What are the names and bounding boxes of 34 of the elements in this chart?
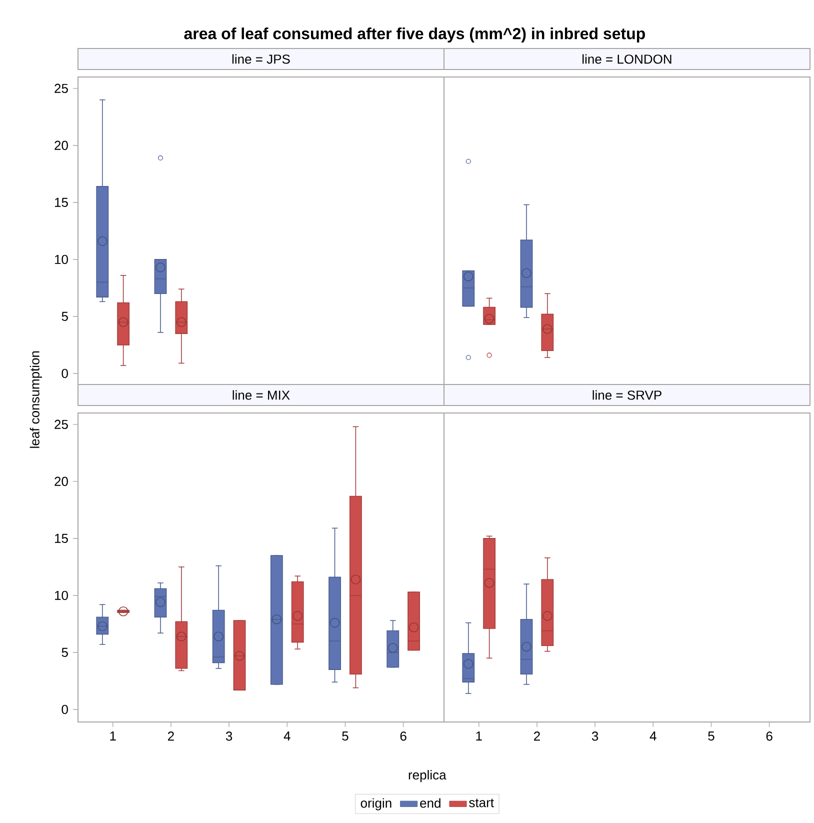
x-tick-label: 2 (168, 732, 174, 741)
x-tick-label: 2 (534, 732, 540, 741)
chart-title: area of leaf consumed after five days (mm^2) in inbred setup (184, 28, 645, 42)
x-tick-label: 5 (342, 732, 348, 741)
y-tick-label: 0 (62, 704, 68, 714)
y-tick-label: 25 (54, 84, 68, 94)
chart-subtitle: line = LONDON (582, 54, 672, 64)
legend-label: end (420, 798, 440, 808)
x-axis-title: replica (408, 770, 446, 782)
x-tick-label: 4 (284, 732, 290, 740)
chart-subtitle: line = JPS (232, 54, 290, 64)
x-tick-label: 5 (708, 732, 714, 741)
y-tick-label: 10 (54, 254, 68, 264)
y-tick-label: 20 (54, 140, 68, 150)
y-tick-label: 20 (54, 476, 68, 486)
x-tick-label: 1 (110, 732, 116, 740)
y-tick-label: 5 (62, 312, 68, 321)
y-tick-label: 25 (54, 420, 68, 430)
y-tick-label: 15 (54, 534, 68, 543)
x-tick-label: 3 (592, 732, 598, 741)
y-tick-label: 15 (54, 198, 68, 207)
x-tick-label: 6 (766, 732, 772, 741)
y-tick-label: 10 (54, 590, 68, 600)
y-tick-label: 0 (62, 368, 68, 378)
x-tick-label: 4 (650, 732, 656, 740)
x-tick-label: 1 (476, 732, 482, 740)
x-tick-label: 6 (400, 732, 406, 741)
y-axis-title: leaf consumption (30, 351, 42, 448)
x-tick-label: 3 (226, 732, 232, 741)
y-tick-label: 5 (62, 648, 68, 657)
legend-label: start (469, 798, 494, 808)
chart-subtitle: line = SRVP (592, 390, 662, 400)
chart-subtitle: line = MIX (232, 390, 290, 400)
legend-title: origin (360, 798, 392, 810)
